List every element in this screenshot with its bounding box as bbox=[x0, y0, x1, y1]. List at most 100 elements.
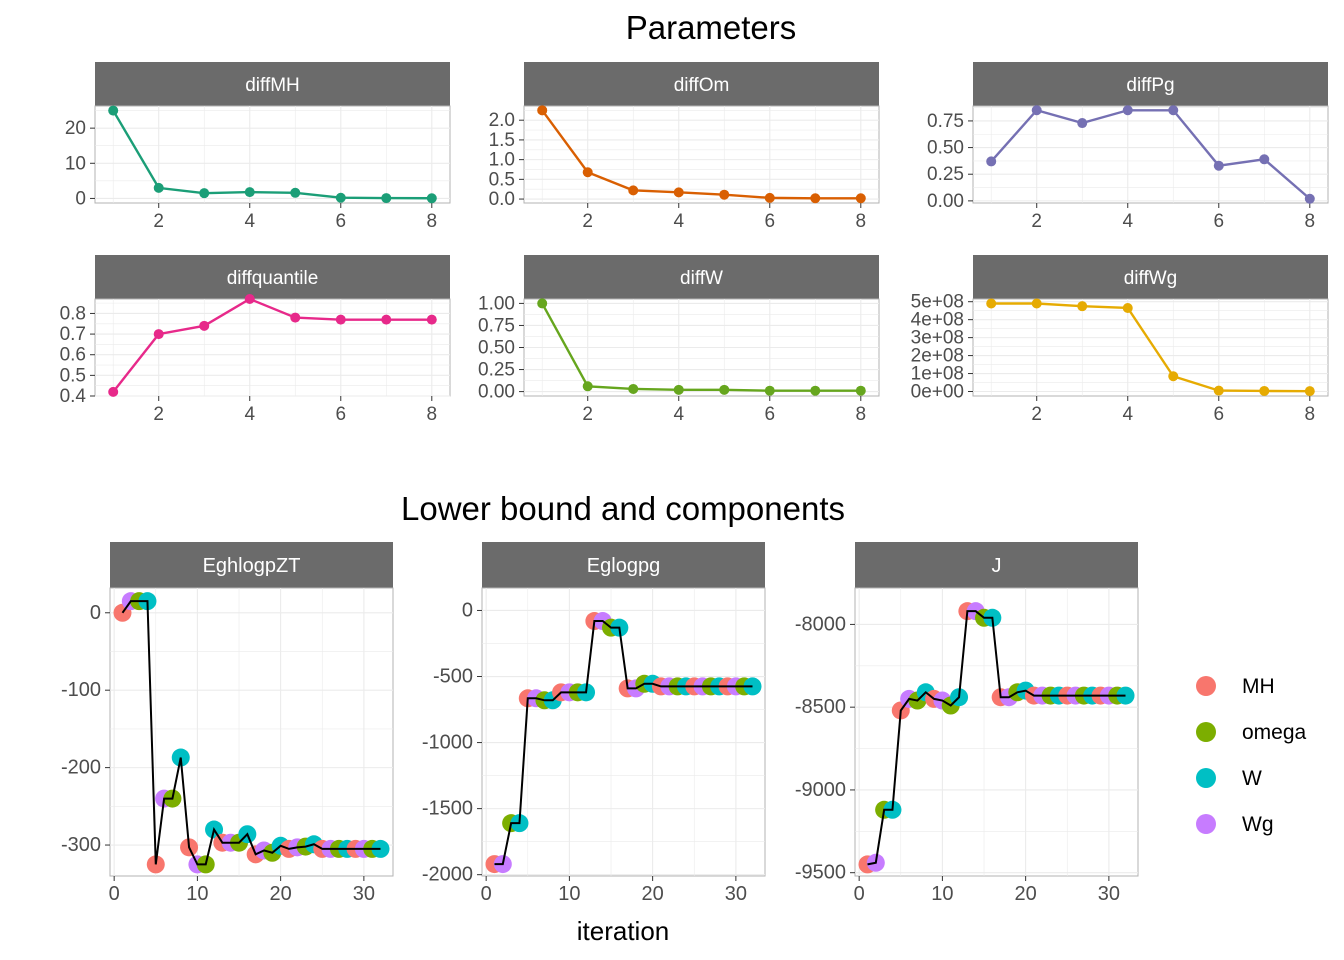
y-tick-label: 0.25 bbox=[478, 360, 515, 381]
facet-strip-label: diffOm bbox=[674, 75, 730, 96]
facet-strip bbox=[524, 62, 879, 106]
y-tick-label: 0.5 bbox=[60, 365, 86, 386]
data-point bbox=[244, 187, 255, 198]
x-tick-label: 8 bbox=[1305, 211, 1316, 232]
y-tick-label: -9000 bbox=[795, 779, 846, 801]
legend-key bbox=[1196, 768, 1216, 788]
gridlines bbox=[95, 299, 450, 397]
y-tick-label: 0.6 bbox=[60, 345, 86, 366]
data-point bbox=[1304, 386, 1315, 397]
x-tick-label: 10 bbox=[186, 883, 208, 905]
lower-bound-title: Lower bound and components bbox=[401, 490, 845, 527]
data-point bbox=[335, 314, 346, 325]
x-tick-label: 4 bbox=[673, 404, 684, 425]
facet-strip bbox=[95, 255, 450, 299]
data-point bbox=[673, 384, 684, 395]
y-tick-label: 0.50 bbox=[478, 338, 515, 359]
data-point bbox=[108, 105, 119, 116]
data-series bbox=[485, 612, 762, 874]
y-tick-label: 2.0 bbox=[489, 110, 515, 131]
y-tick-label: 0.75 bbox=[478, 315, 515, 336]
data-point bbox=[764, 385, 775, 396]
data-point bbox=[1031, 105, 1042, 116]
x-tick-label: 4 bbox=[673, 211, 684, 232]
x-tick-label: 2 bbox=[1031, 211, 1042, 232]
legend-item-omega: omega bbox=[1196, 721, 1307, 744]
y-tick-label: 3e+08 bbox=[911, 328, 964, 349]
legend-label: omega bbox=[1242, 721, 1307, 744]
data-point bbox=[426, 193, 437, 204]
facet-strip-label: J bbox=[992, 555, 1002, 577]
legend-label: W bbox=[1242, 767, 1262, 790]
data-point bbox=[1213, 160, 1224, 171]
data-series bbox=[108, 294, 437, 397]
series-line bbox=[990, 108, 1311, 200]
x-tick-label: 2 bbox=[582, 404, 593, 425]
x-tick-label: 10 bbox=[558, 883, 580, 905]
data-series bbox=[537, 298, 866, 396]
data-series bbox=[858, 602, 1135, 874]
facet-strip-label: diffWg bbox=[1124, 268, 1178, 289]
data-point bbox=[244, 294, 255, 304]
panel-diffOm: diffOm 2 4 6 8 0.00.51.01.52.0 bbox=[489, 62, 880, 232]
series-line bbox=[112, 109, 432, 200]
x-tick-label: 8 bbox=[856, 404, 867, 425]
y-tick-label: -8000 bbox=[795, 613, 846, 635]
panel-diffMH: diffMH 2 4 6 8 0 10 20 bbox=[65, 62, 451, 232]
data-point bbox=[537, 105, 548, 116]
x-tick-label: 20 bbox=[1015, 883, 1037, 905]
plot-panel bbox=[854, 587, 1139, 877]
plot-panel bbox=[94, 105, 451, 204]
legend-label: Wg bbox=[1242, 813, 1274, 836]
data-point bbox=[986, 298, 997, 309]
y-tick-label: 0.8 bbox=[60, 303, 86, 324]
facet-strip bbox=[973, 62, 1328, 106]
data-point bbox=[582, 167, 593, 178]
y-tick-label: -8500 bbox=[795, 696, 846, 718]
y-tick-label: 1.5 bbox=[489, 130, 515, 151]
data-point bbox=[1031, 298, 1042, 309]
x-tick-label: 6 bbox=[764, 211, 775, 232]
y-tick-label: 0.00 bbox=[927, 191, 964, 212]
y-tick-label: 0.25 bbox=[927, 164, 964, 185]
x-tick-label: 8 bbox=[856, 211, 867, 232]
panel-EghlogpZT: EghlogpZT 0 10 20 30 -300 -200 -100 0 bbox=[61, 542, 394, 905]
data-point bbox=[153, 182, 164, 193]
facet-strip bbox=[524, 255, 879, 299]
x-tick-label: 4 bbox=[244, 404, 255, 425]
x-tick-label: 0 bbox=[481, 883, 492, 905]
y-tick-label: -9500 bbox=[795, 862, 846, 884]
series-line bbox=[991, 302, 1310, 393]
y-tick-label: 5e+08 bbox=[911, 292, 964, 313]
data-point bbox=[335, 192, 346, 203]
data-point bbox=[764, 192, 775, 203]
series-line bbox=[541, 109, 861, 200]
lower-bound-line bbox=[494, 620, 753, 866]
facet-strip bbox=[95, 62, 450, 106]
data-point bbox=[1077, 118, 1088, 129]
data-point bbox=[582, 381, 593, 392]
x-tick-label: 20 bbox=[642, 883, 664, 905]
series-line bbox=[112, 297, 432, 393]
legend-key bbox=[1196, 676, 1216, 696]
data-series bbox=[986, 298, 1315, 397]
x-tick-label: 2 bbox=[582, 211, 593, 232]
x-tick-label: 8 bbox=[427, 211, 438, 232]
x-tick-label: 6 bbox=[1213, 404, 1224, 425]
data-point bbox=[1259, 385, 1270, 396]
y-tick-label: -500 bbox=[433, 666, 473, 688]
y-tick-label: 10 bbox=[65, 153, 86, 174]
data-series bbox=[986, 105, 1315, 204]
y-tick-label: -1500 bbox=[422, 798, 473, 820]
legend-item-wg: Wg bbox=[1196, 813, 1274, 836]
plot-panel bbox=[523, 105, 880, 204]
y-tick-label: -200 bbox=[61, 757, 101, 779]
plot-panel bbox=[94, 298, 451, 397]
axes: 2 4 6 8 0.40.50.60.70.8 bbox=[60, 303, 438, 425]
x-tick-label: 10 bbox=[931, 883, 953, 905]
x-tick-label: 20 bbox=[270, 883, 292, 905]
legend-item-w: W bbox=[1196, 767, 1262, 790]
